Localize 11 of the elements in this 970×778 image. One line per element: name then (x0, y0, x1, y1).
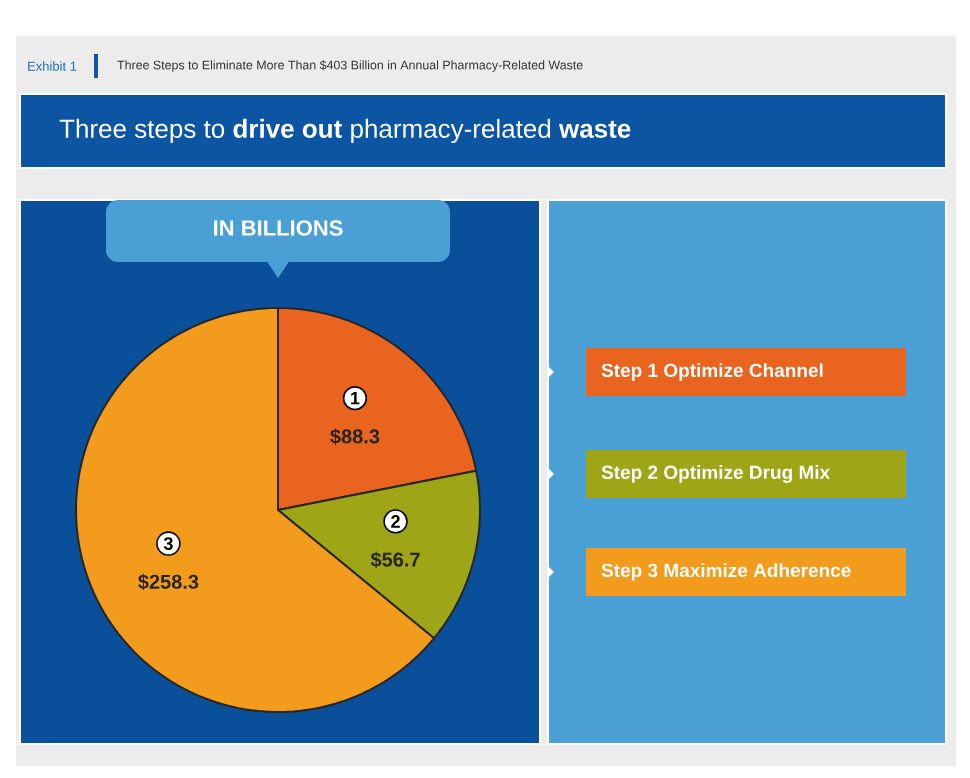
data-label: $258.3 (138, 573, 199, 591)
text: IN BILLIONS (214, 220, 343, 236)
data-label: $56.7 (370, 551, 420, 568)
slice-label: 3 (163, 537, 173, 550)
chart-subtitle: Three steps to drive out pharmacy-related waste (59, 118, 631, 144)
slice-label: 1 (351, 391, 360, 405)
text: Step 2 Optimize Drug Mix (601, 465, 831, 483)
slice-label: 2 (391, 515, 400, 528)
data-label: $88.3 (330, 428, 380, 445)
text: Step 3 Maximize Adherence (601, 563, 851, 581)
text: Step 1 Optimize Channel (601, 363, 823, 381)
